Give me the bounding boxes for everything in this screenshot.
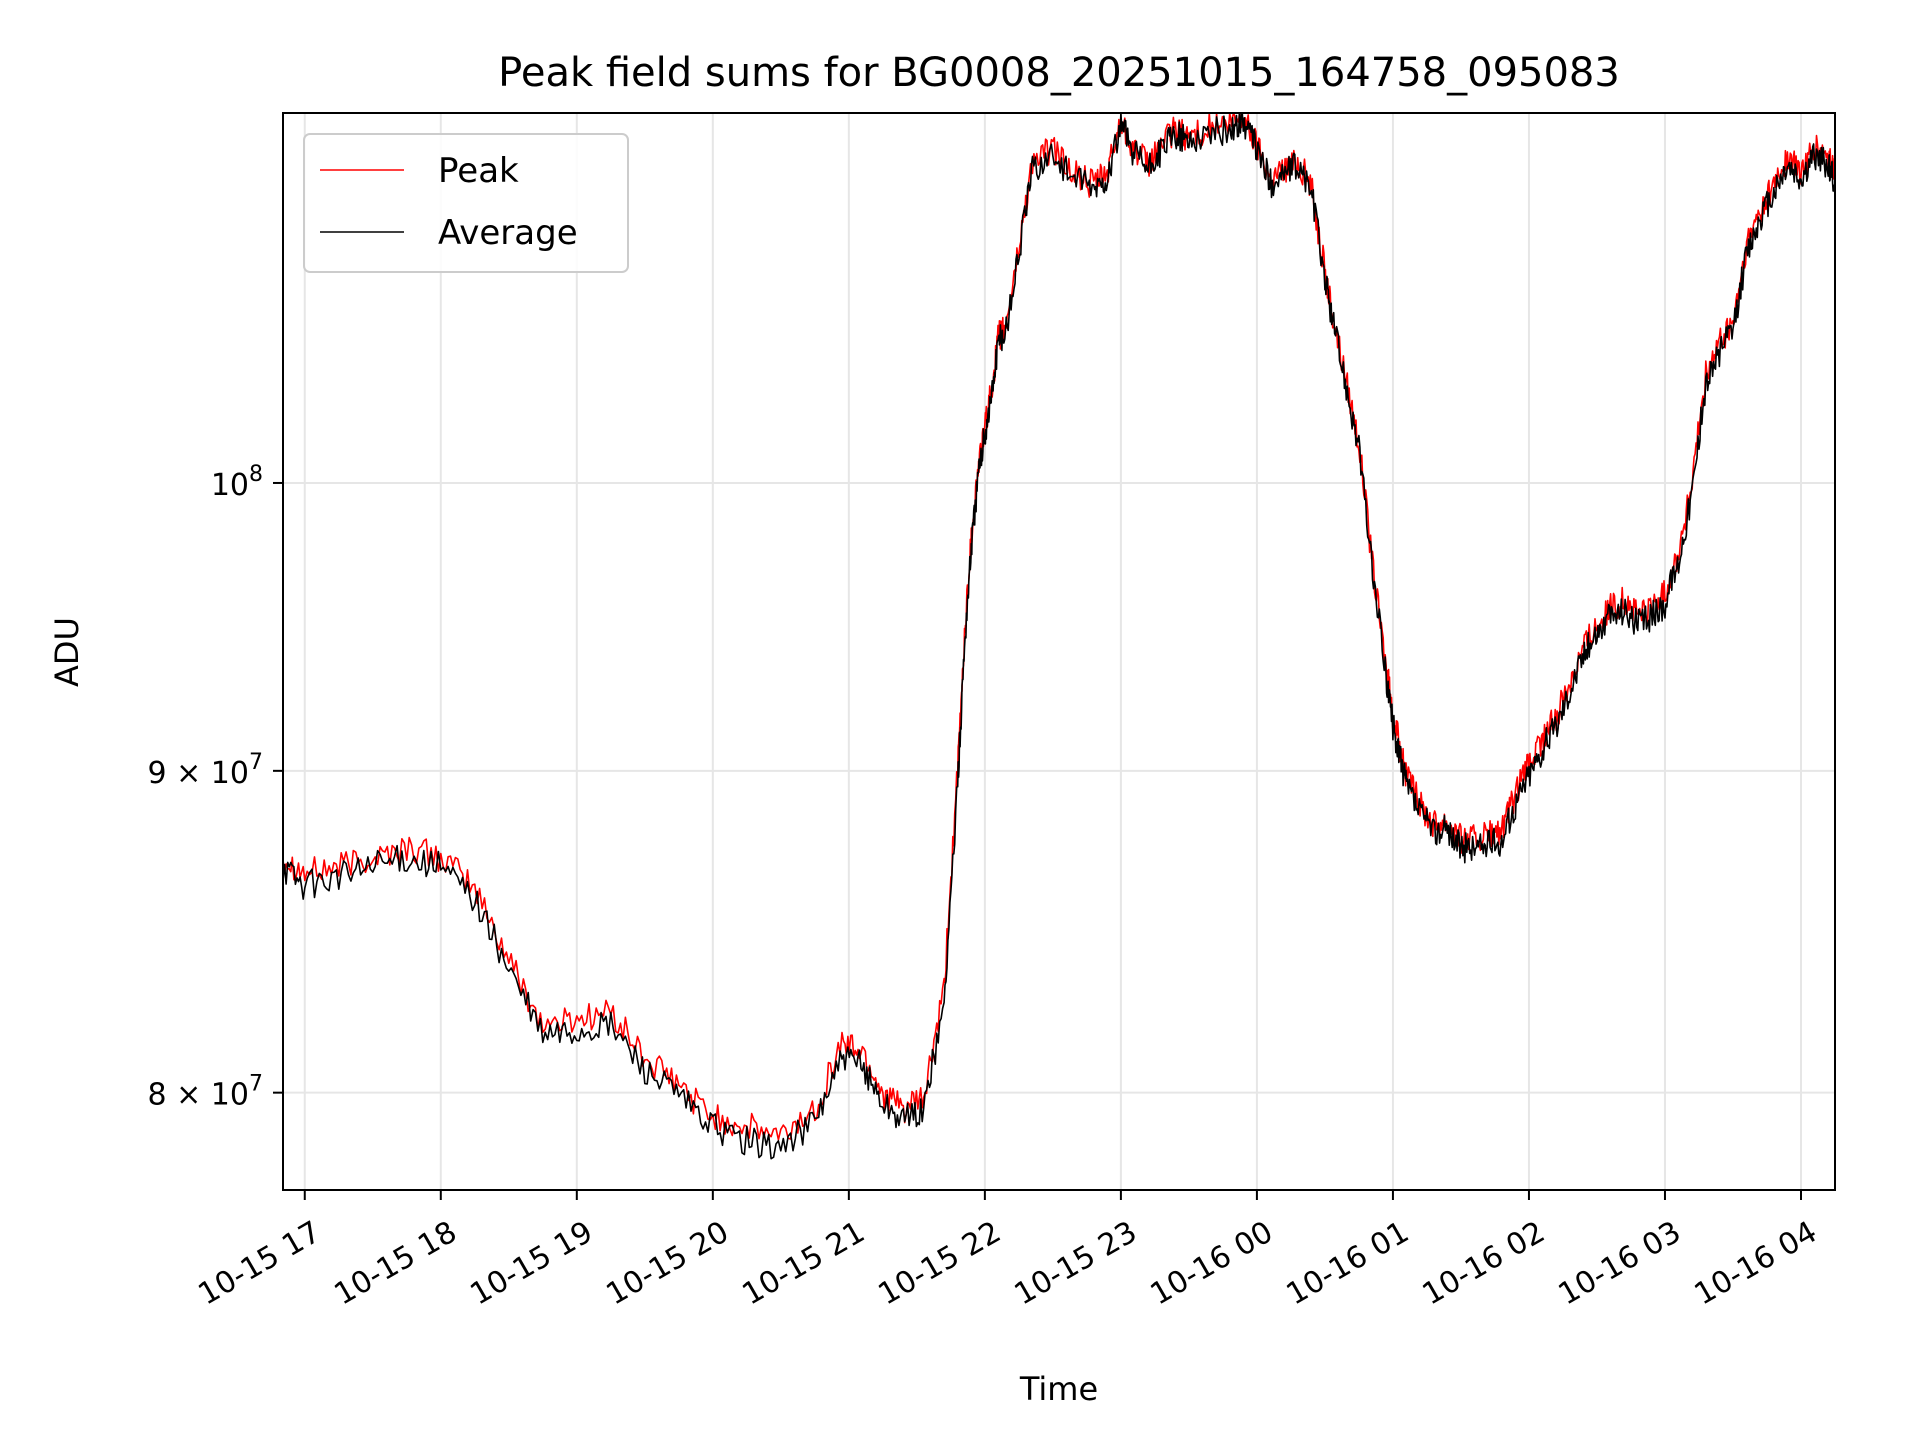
y-axis-label: ADU [48, 617, 86, 687]
y-axis-ticks: 8 × 107 9 × 107 108 [148, 462, 283, 1113]
legend-average-label: Average [438, 213, 578, 253]
y-tick-label: 8 × 107 [148, 1072, 263, 1113]
legend-box [303, 133, 629, 273]
x-axis-label: Time [1019, 1370, 1098, 1408]
series-line-average [282, 112, 1836, 1160]
grid-layer [283, 113, 1835, 1190]
y-tick-label: 108 [211, 462, 263, 503]
legend: Peak Average [303, 133, 629, 273]
series-line-peak [282, 112, 1836, 1141]
plot-frame [282, 112, 1836, 1191]
y-tick-label: 9 × 107 [148, 750, 263, 791]
series-layer [282, 112, 1836, 1160]
chart-title: Peak field sums for BG0008_20251015_1647… [498, 50, 1620, 96]
legend-peak-label: Peak [438, 151, 519, 191]
